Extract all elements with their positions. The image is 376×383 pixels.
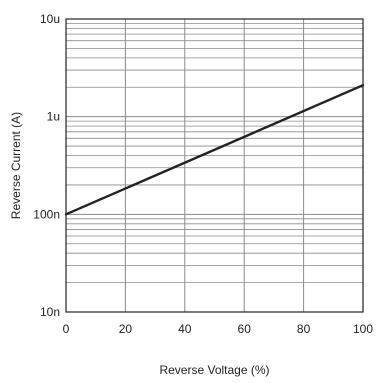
- y-tick-label: 10u: [40, 12, 60, 26]
- x-tick-label: 80: [297, 322, 311, 336]
- x-tick-label: 0: [63, 322, 70, 336]
- x-tick-label: 40: [178, 322, 192, 336]
- y-axis-label: Reverse Current (A): [9, 112, 23, 219]
- series-layer: [64, 83, 365, 216]
- x-tick-label: 60: [238, 322, 252, 336]
- y-tick-label: 100n: [33, 207, 60, 221]
- y-tick-label: 1u: [47, 110, 60, 124]
- series-line: [64, 83, 365, 216]
- x-axis-label: Reverse Voltage (%): [159, 363, 269, 377]
- y-axis-ticks: 10n 100n 1u 10u: [33, 12, 60, 319]
- grid: [66, 19, 363, 312]
- plot-frame: [65, 18, 364, 313]
- y-tick-label: 10n: [40, 305, 60, 319]
- x-tick-label: 20: [119, 322, 133, 336]
- x-axis-ticks: 0 20 40 60 80 100: [63, 322, 374, 336]
- x-tick-label: 100: [353, 322, 373, 336]
